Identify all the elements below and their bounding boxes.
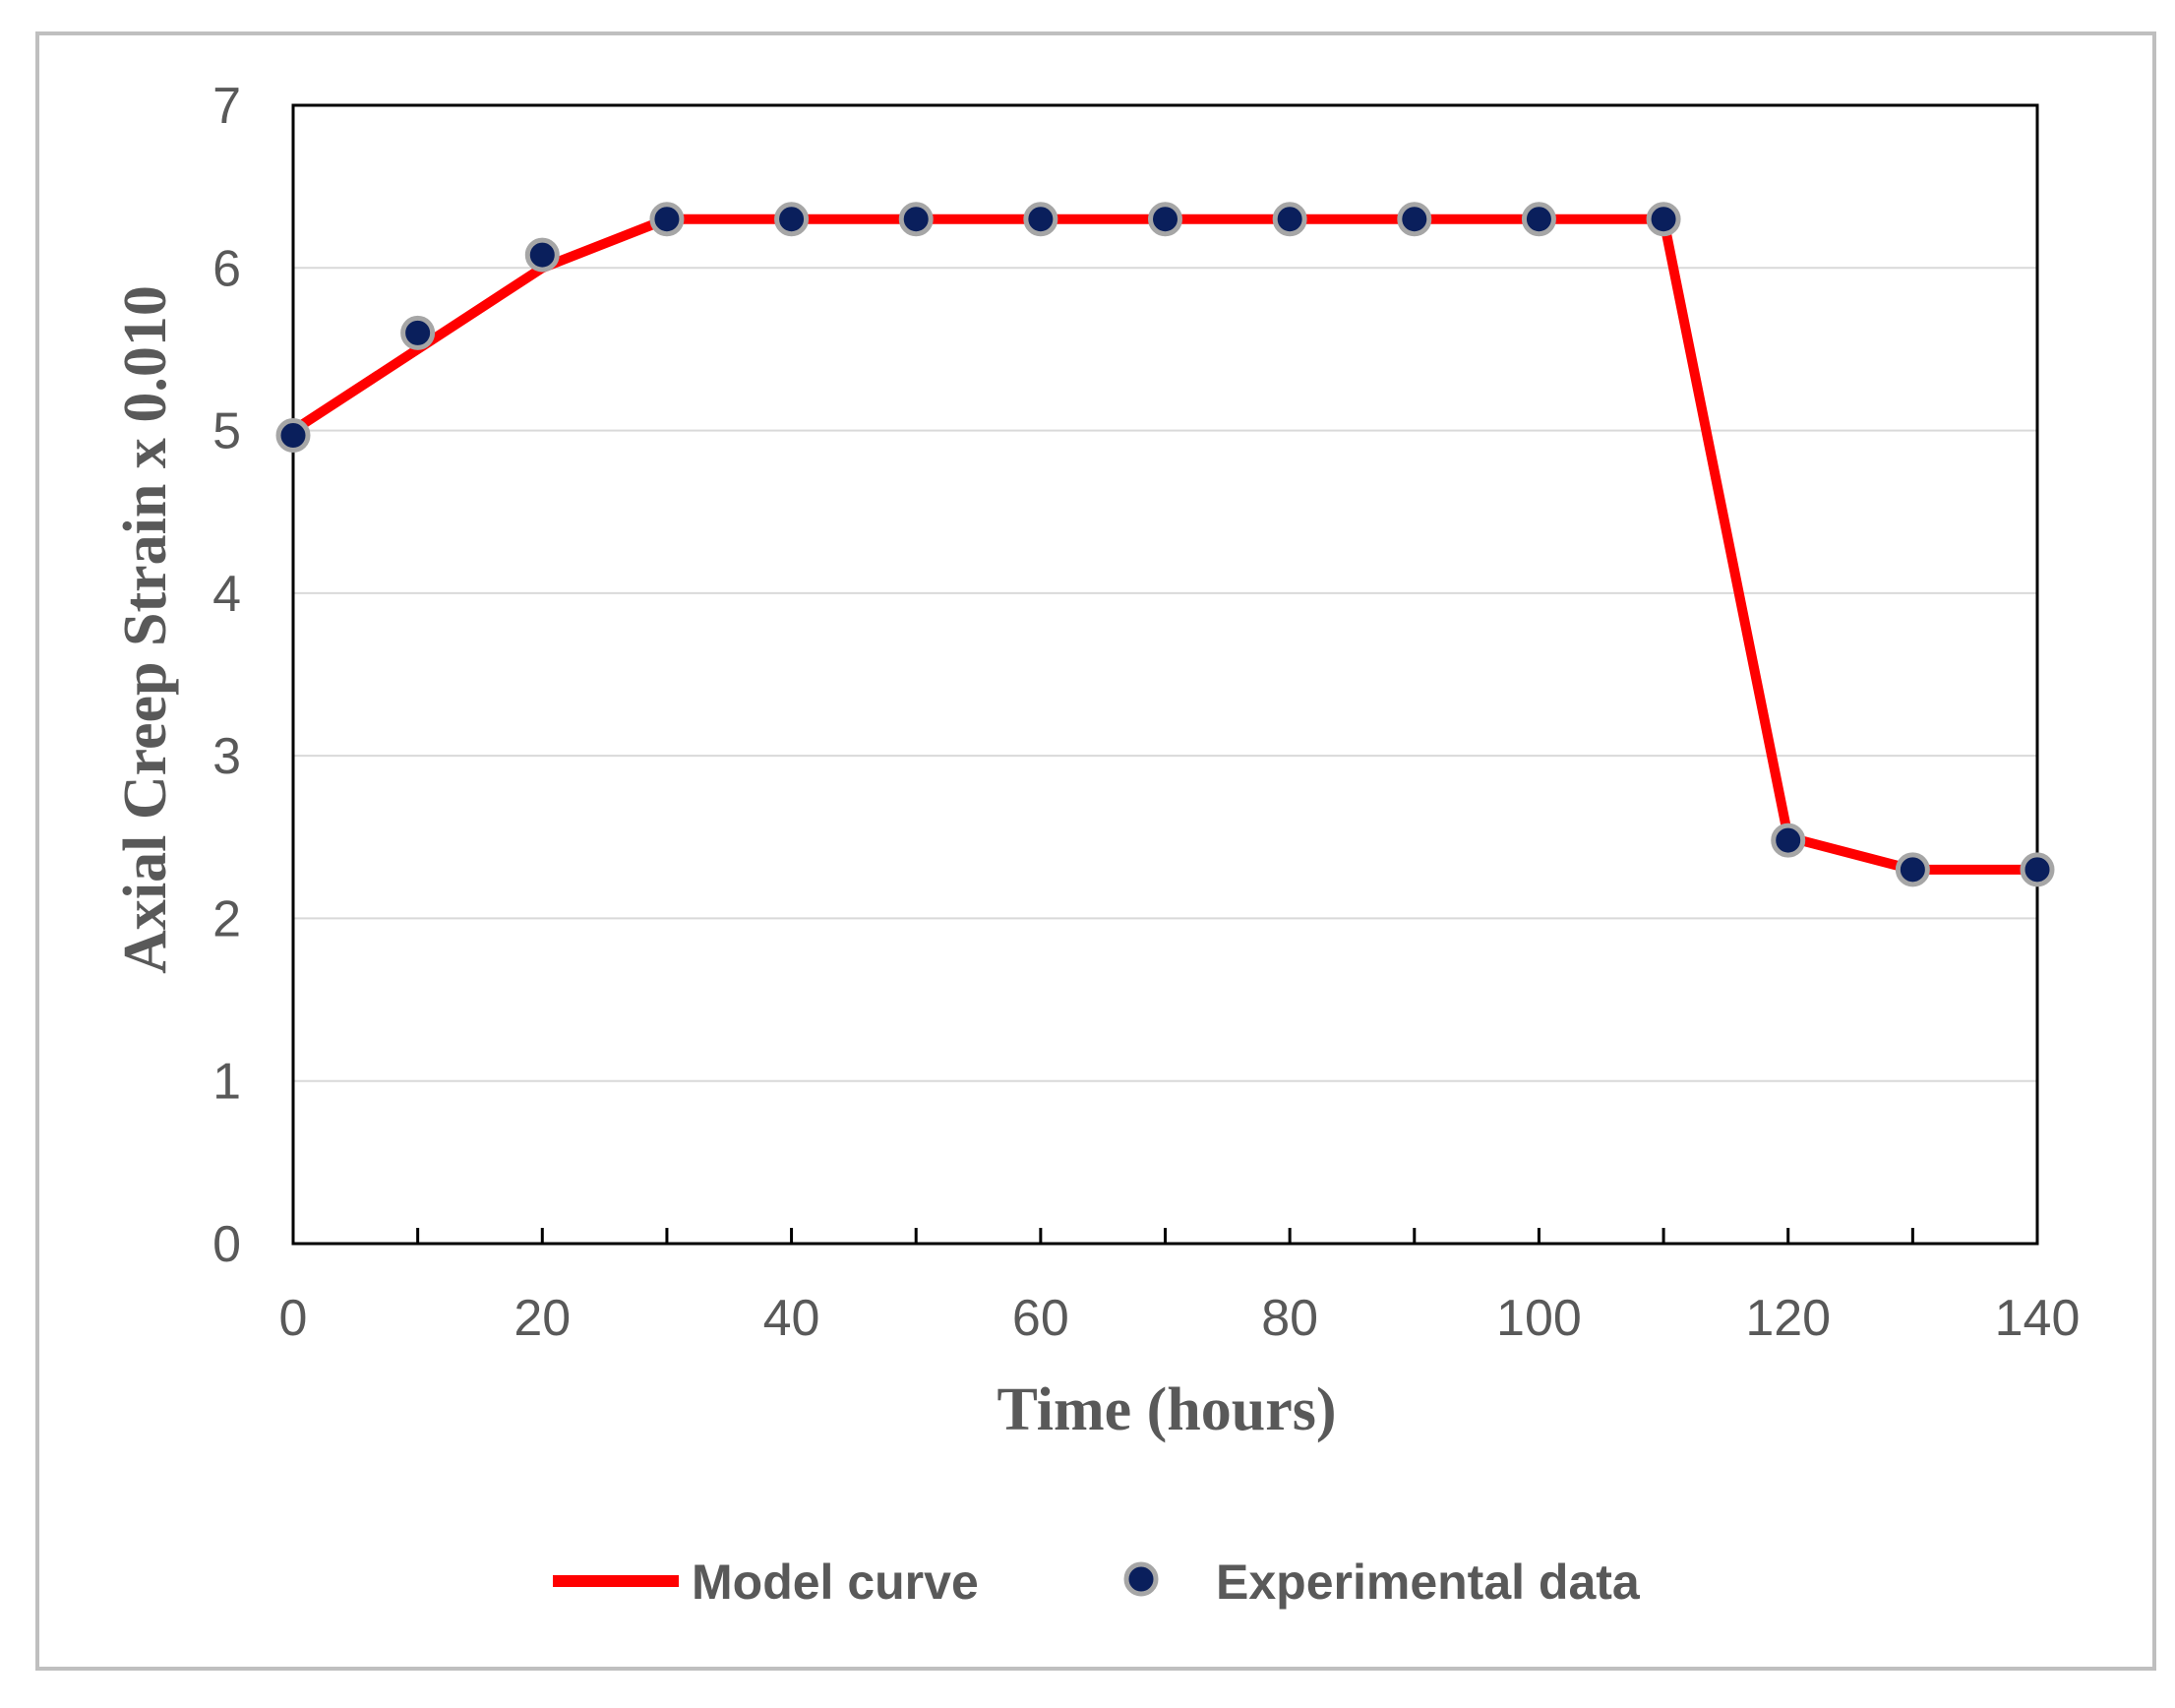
data-point-100 xyxy=(1521,202,1556,237)
y-axis-tick-labels: 0 1 2 3 4 5 6 7 xyxy=(212,78,241,1273)
y-tick-label-7: 7 xyxy=(212,78,241,135)
x-tick-label-0: 0 xyxy=(279,1290,308,1347)
data-point-70 xyxy=(1148,202,1182,237)
x-axis-ticks xyxy=(291,1228,2039,1244)
data-point-110 xyxy=(1646,202,1681,237)
data-point-10 xyxy=(400,315,436,350)
data-point-120 xyxy=(1771,823,1806,858)
data-point-0 xyxy=(275,418,311,454)
y-tick-label-5: 5 xyxy=(212,403,241,460)
legend-experimental-data-label: Experimental data xyxy=(1216,1555,1641,1610)
x-tick-label-140: 140 xyxy=(1995,1290,2081,1347)
x-tick-label-60: 60 xyxy=(1012,1290,1069,1347)
x-tick-label-100: 100 xyxy=(1496,1290,1582,1347)
data-point-20 xyxy=(524,237,560,273)
y-tick-label-1: 1 xyxy=(212,1054,241,1111)
x-axis-title: Time (hours) xyxy=(997,1376,1336,1443)
legend-experimental-data-marker xyxy=(1123,1561,1159,1597)
y-axis-title: Axial Creep Strain x 0.010 xyxy=(112,285,179,974)
x-tick-label-120: 120 xyxy=(1745,1290,1831,1347)
legend-model-curve-label: Model curve xyxy=(692,1555,979,1610)
data-point-80 xyxy=(1272,202,1307,237)
x-tick-label-80: 80 xyxy=(1261,1290,1318,1347)
data-point-130 xyxy=(1895,852,1930,887)
y-tick-label-4: 4 xyxy=(212,566,241,623)
gridlines xyxy=(293,267,2037,1082)
data-point-50 xyxy=(898,202,934,237)
data-point-40 xyxy=(774,202,810,237)
y-tick-label-2: 2 xyxy=(212,890,241,947)
x-axis-tick-labels: 0 20 40 60 80 100 120 140 xyxy=(279,1290,2081,1347)
data-point-30 xyxy=(649,202,685,237)
legend: Model curve Experimental data xyxy=(553,1555,1641,1610)
x-tick-label-20: 20 xyxy=(514,1290,571,1347)
x-tick-label-40: 40 xyxy=(763,1290,820,1347)
y-tick-label-0: 0 xyxy=(212,1216,241,1273)
data-point-90 xyxy=(1397,202,1432,237)
series-layer xyxy=(275,202,2055,887)
data-point-60 xyxy=(1023,202,1058,237)
y-tick-label-3: 3 xyxy=(212,728,241,785)
y-tick-label-6: 6 xyxy=(212,240,241,297)
data-point-140 xyxy=(2020,852,2055,887)
